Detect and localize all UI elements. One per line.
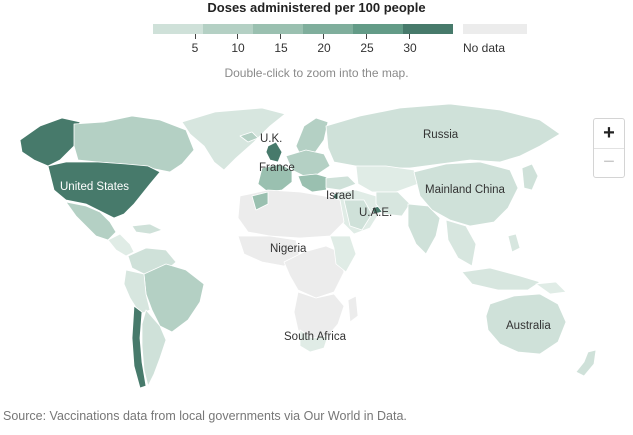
label-uae: U.A.E. [359, 207, 392, 219]
region-turkey[interactable] [325, 175, 357, 191]
label-nigeria: Nigeria [270, 243, 307, 255]
region-brazil[interactable] [143, 263, 205, 333]
region-canada[interactable] [73, 115, 195, 173]
label-uk: U.K. [260, 133, 282, 145]
region-japan[interactable] [521, 163, 539, 191]
label-australia: Australia [506, 320, 551, 332]
region-philippines[interactable] [507, 233, 521, 253]
legend-tick [366, 34, 367, 39]
region-central-europe[interactable] [285, 149, 331, 177]
label-south-africa: South Africa [284, 331, 347, 343]
region-east-africa[interactable] [329, 235, 357, 273]
region-southern-africa[interactable] [293, 291, 345, 345]
legend-tick-label: 15 [274, 41, 288, 55]
legend-bin-1 [153, 24, 203, 34]
world-map[interactable]: U.K. France Russia United States Israel … [0, 90, 633, 402]
label-russia: Russia [423, 129, 459, 141]
legend-bin-3 [253, 24, 303, 34]
region-iran[interactable] [375, 191, 411, 217]
region-united-kingdom[interactable] [265, 141, 283, 163]
legend-color-scale [153, 24, 453, 34]
legend-title: Doses administered per 100 people [207, 0, 426, 15]
zoom-hint: Double-click to zoom into the map. [224, 66, 409, 80]
region-new-guinea[interactable] [535, 281, 567, 295]
legend-bin-2 [203, 24, 253, 34]
zoom-in-button[interactable]: + [603, 122, 615, 144]
region-france[interactable] [257, 163, 293, 193]
region-south-africa[interactable] [299, 329, 329, 353]
legend-tick [280, 34, 281, 39]
region-chile[interactable] [131, 305, 147, 389]
legend-tick [323, 34, 324, 39]
label-mainland-china: Mainland China [425, 184, 506, 196]
region-caribbean[interactable] [131, 223, 163, 235]
region-australia[interactable] [485, 293, 567, 355]
legend-bin-6 [403, 24, 453, 34]
legend-tick-label: 30 [403, 41, 417, 55]
legend-bin-4 [303, 24, 353, 34]
legend-tick [237, 34, 238, 39]
region-greenland[interactable] [181, 107, 286, 171]
legend-nodata-swatch [463, 24, 527, 34]
region-madagascar[interactable] [347, 295, 359, 323]
region-iceland[interactable] [239, 131, 259, 143]
legend-bin-5 [353, 24, 403, 34]
region-central-africa[interactable] [283, 245, 345, 299]
region-indonesia[interactable] [461, 267, 541, 291]
region-mexico[interactable] [65, 201, 117, 241]
region-india[interactable] [407, 203, 441, 255]
region-italy-balkans[interactable] [297, 173, 331, 193]
legend-nodata-label: No data [463, 41, 506, 55]
legend-tick-label: 5 [191, 41, 199, 55]
legend-tick [195, 34, 196, 39]
legend-tick [409, 34, 410, 39]
region-southeast-asia[interactable] [445, 219, 477, 267]
source-note: Source: Vaccinations data from local gov… [3, 409, 407, 423]
zoom-control: + − [593, 118, 625, 178]
region-united-states[interactable] [47, 161, 161, 219]
zoom-out-button[interactable]: − [594, 148, 624, 177]
legend-tick-label: 10 [231, 41, 245, 55]
region-russia[interactable] [325, 103, 561, 169]
region-morocco[interactable] [251, 191, 269, 211]
region-saudi-arabia[interactable] [343, 199, 373, 231]
region-argentina[interactable] [141, 309, 167, 387]
region-central-america[interactable] [107, 233, 135, 257]
legend-tick-label: 20 [317, 41, 331, 55]
label-israel: Israel [326, 190, 354, 202]
label-united-states: United States [60, 181, 129, 193]
label-france: France [259, 162, 295, 174]
region-new-zealand[interactable] [575, 349, 597, 377]
region-central-asia[interactable] [355, 165, 419, 193]
region-peru-bolivia[interactable] [123, 269, 151, 315]
legend-tick-label: 25 [360, 41, 374, 55]
region-alaska[interactable] [19, 117, 81, 167]
